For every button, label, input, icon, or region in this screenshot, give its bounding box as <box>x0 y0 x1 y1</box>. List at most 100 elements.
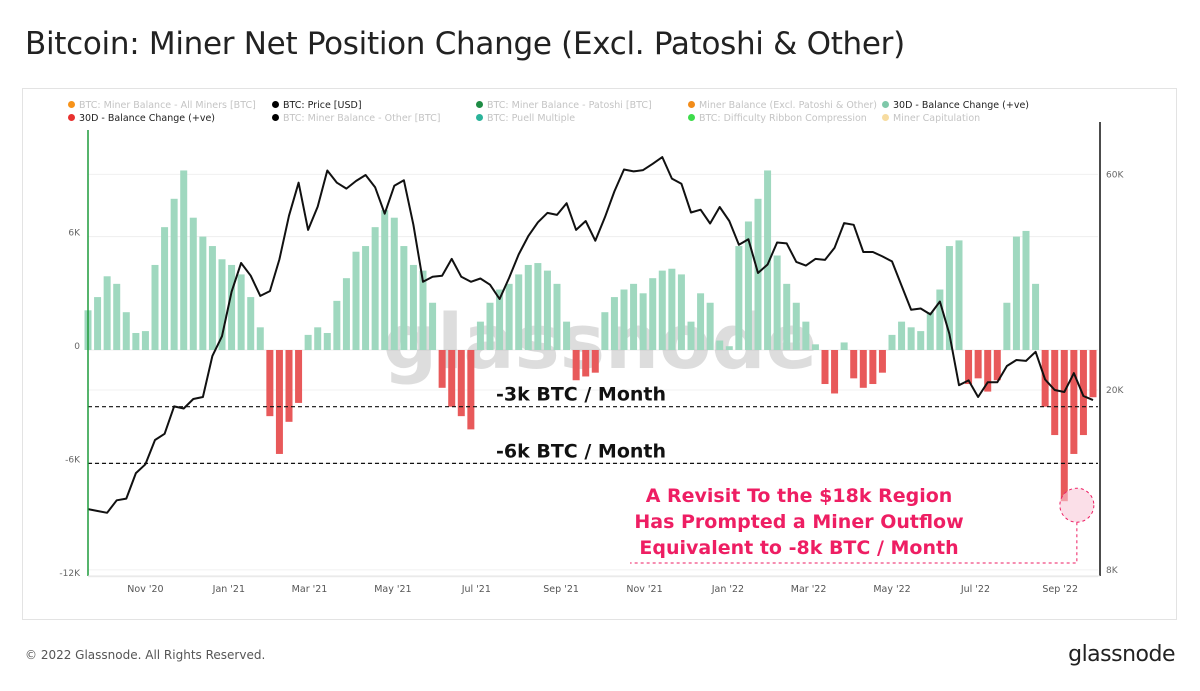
positive-bar <box>199 236 207 350</box>
legend-dot-icon <box>272 101 279 108</box>
positive-bar <box>333 300 341 350</box>
positive-bar <box>228 264 236 350</box>
negative-bar <box>1051 350 1059 436</box>
glassnode-logo[interactable]: glassnode <box>1068 642 1175 667</box>
positive-bar <box>687 321 695 350</box>
legend-item[interactable]: BTC: Difficulty Ribbon Compression <box>688 113 867 124</box>
left-axis-tick-label: -6K <box>65 455 81 465</box>
positive-bar <box>936 289 944 350</box>
x-axis-tick-label: May '21 <box>374 584 411 595</box>
legend-dot-icon <box>476 101 483 108</box>
positive-bar <box>1012 236 1020 350</box>
negative-bar <box>984 350 992 392</box>
positive-bar <box>888 334 896 350</box>
positive-bar <box>1003 302 1011 350</box>
positive-bar <box>208 246 216 350</box>
right-axis-tick-label: 8K <box>1106 566 1119 576</box>
right-axis-tick-label: 60K <box>1106 170 1124 180</box>
positive-bar <box>945 246 953 350</box>
positive-bar <box>419 270 427 350</box>
positive-bar <box>639 293 647 350</box>
watermark: glassnode <box>383 297 817 386</box>
positive-bar <box>620 289 628 350</box>
legend-item[interactable]: BTC: Miner Balance - Other [BTC] <box>272 113 440 124</box>
legend-dot-icon <box>68 114 75 121</box>
negative-bar <box>859 350 867 388</box>
x-axis-tick-label: Mar '22 <box>791 584 827 595</box>
positive-bar <box>630 283 638 350</box>
annotation-text: Equivalent to -8k BTC / Month <box>639 537 958 559</box>
positive-bar <box>773 255 781 350</box>
left-axis-tick-label: -12K <box>59 569 81 579</box>
positive-bar <box>1032 283 1040 350</box>
positive-bar <box>342 278 350 350</box>
negative-bar <box>266 350 274 417</box>
negative-bar <box>974 350 982 379</box>
positive-bar <box>132 332 140 350</box>
annotation-text: A Revisit To the $18k Region <box>646 485 953 507</box>
positive-bar <box>697 293 705 350</box>
positive-bar <box>563 321 571 350</box>
legend-item[interactable]: 30D - Balance Change (+ve) <box>68 113 215 124</box>
positive-bar <box>429 302 437 350</box>
copyright-footer: © 2022 Glassnode. All Rights Reserved. <box>25 648 266 662</box>
positive-bar <box>515 274 523 350</box>
positive-bar <box>1022 230 1030 350</box>
negative-bar <box>965 350 973 385</box>
legend-item[interactable]: BTC: Miner Balance - Patoshi [BTC] <box>476 100 652 111</box>
legend-item[interactable]: BTC: Miner Balance - All Miners [BTC] <box>68 100 256 111</box>
legend-label: 30D - Balance Change (+ve) <box>79 113 216 124</box>
balance-change-bars <box>84 170 1097 502</box>
legend-dot-icon <box>68 101 75 108</box>
positive-bar <box>304 334 312 350</box>
positive-bar <box>802 321 810 350</box>
x-axis-tick-label: Mar '21 <box>292 584 328 595</box>
negative-bar <box>1079 350 1087 436</box>
price-line <box>87 156 1094 514</box>
legend-dot-icon <box>688 114 695 121</box>
positive-bar <box>256 327 264 350</box>
positive-bar <box>390 217 398 350</box>
legend-item[interactable]: BTC: Puell Multiple <box>476 113 575 124</box>
legend-item[interactable]: 30D - Balance Change (+ve) <box>882 100 1029 111</box>
legend-label: BTC: Miner Balance - Other [BTC] <box>283 113 441 124</box>
legend-item[interactable]: Miner Capitulation <box>882 113 980 124</box>
positive-bar <box>314 327 322 350</box>
positive-bar <box>103 276 111 350</box>
legend-dot-icon <box>688 101 695 108</box>
positive-bar <box>543 270 551 350</box>
chart-frame <box>22 88 1177 620</box>
x-axis-tick-label: Jan '22 <box>711 584 744 595</box>
positive-bar <box>352 251 360 350</box>
legend-item[interactable]: Miner Balance (Excl. Patoshi & Other) <box>688 100 877 111</box>
annotation-circle <box>1059 487 1095 523</box>
legend-label: 30D - Balance Change (+ve) <box>893 100 1030 111</box>
negative-bar <box>869 350 877 385</box>
positive-bar <box>677 274 685 350</box>
positive-bar <box>658 270 666 350</box>
positive-bar <box>668 268 676 350</box>
positive-bar <box>237 274 245 350</box>
reference-line-label: -3k BTC / Month <box>496 384 666 406</box>
positive-bar <box>180 170 188 350</box>
positive-bar <box>122 312 130 350</box>
negative-bar <box>457 350 465 417</box>
positive-bar <box>476 321 484 350</box>
legend-dot-icon <box>272 114 279 121</box>
positive-bar <box>94 297 102 350</box>
negative-bar <box>582 350 590 377</box>
positive-bar <box>218 259 226 350</box>
annotation-leader-line <box>630 522 1078 564</box>
negative-bar <box>1060 350 1068 502</box>
page-title: Bitcoin: Miner Net Position Change (Excl… <box>25 26 905 62</box>
negative-bar <box>572 350 580 381</box>
negative-bar <box>295 350 303 403</box>
positive-bar <box>409 264 417 350</box>
positive-bar <box>783 283 791 350</box>
legend-item[interactable]: BTC: Price [USD] <box>272 100 362 111</box>
legend-dot-icon <box>476 114 483 121</box>
legend-label: BTC: Price [USD] <box>283 100 362 111</box>
x-axis-tick-label: Nov '21 <box>626 584 662 595</box>
positive-bar <box>141 331 149 350</box>
positive-bar <box>898 321 906 350</box>
